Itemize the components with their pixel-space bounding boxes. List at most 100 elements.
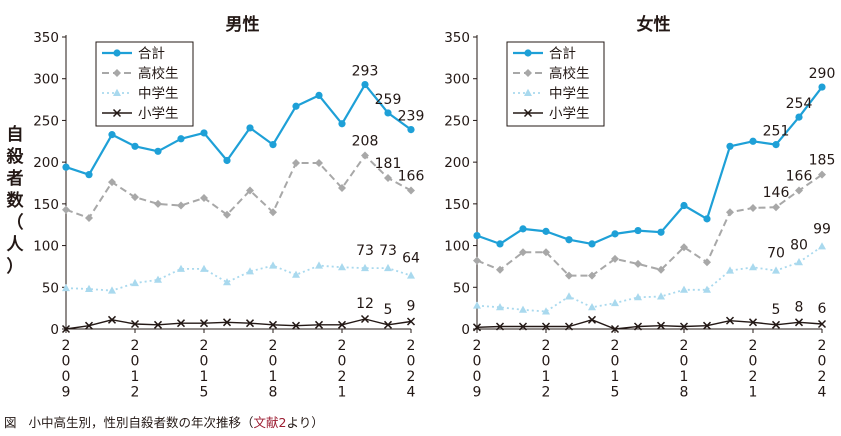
data-point-middle	[85, 284, 93, 292]
data-point-high	[62, 205, 70, 214]
data-label: 208	[352, 133, 379, 149]
data-label: 6	[818, 301, 827, 317]
data-point-total	[680, 201, 688, 210]
x-tick-label: 0	[407, 354, 416, 370]
data-point-total	[177, 135, 185, 143]
x-tick-label: 1	[611, 369, 620, 385]
data-label: 80	[790, 237, 808, 253]
data-point-elementary	[245, 319, 255, 328]
x-tick-label: 2	[407, 369, 416, 385]
x-tick-label: 5	[611, 385, 620, 401]
data-label: 166	[786, 169, 813, 185]
data-point-middle	[246, 267, 254, 275]
legend-label-middle: 中学生	[549, 86, 590, 102]
data-point-middle	[542, 307, 550, 315]
x-tick-label: 1	[269, 369, 278, 385]
data-point-middle	[338, 263, 346, 271]
chart-title: 男性	[226, 14, 260, 35]
y-tick-label: 150	[33, 197, 59, 213]
data-label: 254	[786, 96, 813, 112]
legend-marker-elementary	[112, 108, 122, 118]
caption-text: 小中高生別，性別自殺者数の年次推移（	[28, 415, 254, 430]
data-point-middle	[407, 271, 415, 279]
data-point-total	[496, 240, 504, 248]
data-point-high	[680, 243, 688, 252]
data-point-elementary	[679, 322, 689, 331]
data-point-total	[62, 163, 70, 171]
data-point-middle	[703, 285, 711, 293]
x-tick-label: 2	[818, 338, 827, 354]
y-tick-label: 300	[33, 72, 59, 88]
y-axis-label-char: 殺	[6, 147, 24, 167]
data-point-elementary	[541, 322, 551, 331]
data-label: 293	[352, 64, 379, 80]
data-point-middle	[361, 263, 369, 272]
data-point-total	[473, 231, 481, 240]
y-axis-label-char: 数	[6, 191, 24, 211]
data-point-elementary	[222, 318, 232, 327]
x-tick-label: 2	[338, 338, 347, 354]
x-tick-label: 0	[338, 354, 347, 370]
data-label: 5	[384, 302, 393, 318]
data-point-high	[795, 186, 803, 195]
legend-box	[506, 41, 605, 127]
x-tick-label: 0	[131, 354, 140, 370]
data-point-total	[634, 226, 642, 235]
x-tick-label: 1	[200, 369, 209, 385]
x-tick-label: 0	[818, 354, 827, 370]
data-label: 64	[402, 251, 420, 267]
data-point-elementary	[771, 320, 781, 329]
series-line-high	[65, 154, 412, 219]
data-point-middle	[726, 266, 734, 274]
data-point-elementary	[153, 320, 163, 329]
data-point-middle	[588, 303, 596, 311]
legend-label-total: 合計	[549, 46, 576, 62]
data-point-middle	[131, 278, 139, 287]
data-label: 5	[772, 302, 781, 318]
y-axis-label-char: 者	[6, 169, 24, 189]
series-line-total	[65, 83, 412, 176]
data-point-high	[131, 193, 139, 202]
data-label: 239	[398, 109, 425, 125]
x-tick-label: 8	[680, 385, 689, 401]
x-tick-label: 9	[473, 385, 482, 401]
data-point-total	[384, 109, 392, 117]
series-line-middle	[476, 245, 823, 313]
legend-label-high: 高校生	[549, 65, 590, 82]
data-point-elementary	[817, 319, 827, 329]
x-tick-label: 1	[680, 369, 689, 385]
data-point-high	[154, 199, 162, 208]
data-point-high	[473, 256, 481, 265]
data-point-elementary	[291, 321, 301, 330]
y-axis-label-char: 人	[6, 235, 24, 255]
data-label: 73	[379, 243, 397, 259]
data-point-high	[200, 194, 208, 203]
x-tick-label: 1	[338, 385, 347, 401]
data-point-middle	[680, 285, 688, 293]
x-tick-label: 2	[680, 338, 689, 354]
x-tick-label: 8	[269, 385, 278, 401]
x-tick-label: 1	[542, 369, 551, 385]
y-tick-label: 150	[444, 197, 470, 213]
x-tick-label: 2	[407, 338, 416, 354]
data-point-middle	[795, 258, 803, 266]
data-point-total	[85, 171, 93, 179]
x-tick-label: 4	[407, 385, 416, 401]
data-point-total	[519, 225, 527, 233]
data-point-total	[131, 142, 139, 150]
data-label: 12	[356, 296, 374, 312]
legend-marker-high	[113, 69, 121, 77]
data-point-high	[407, 186, 415, 195]
x-tick-label: 0	[749, 354, 758, 370]
data-point-high	[657, 265, 665, 274]
y-tick-label: 250	[444, 113, 470, 129]
x-tick-label: 0	[542, 354, 551, 370]
data-point-high	[361, 151, 369, 160]
data-point-total	[611, 230, 619, 238]
legend-label-high: 高校生	[138, 65, 179, 82]
data-point-total	[223, 156, 231, 165]
data-point-middle	[223, 278, 231, 286]
data-label: 251	[763, 124, 790, 140]
figure-number: 図	[4, 415, 17, 430]
legend-marker-middle	[524, 88, 532, 96]
